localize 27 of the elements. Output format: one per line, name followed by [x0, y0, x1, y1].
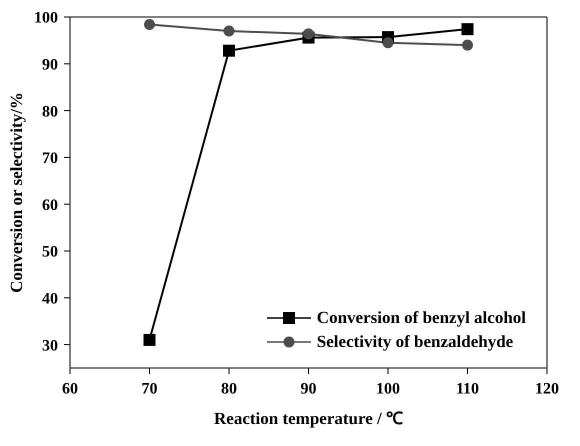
x-tick-label: 60 — [62, 380, 78, 398]
y-tick-label: 30 — [42, 337, 58, 354]
y-tick-label: 70 — [42, 150, 58, 168]
x-axis-title: Reaction temperature / ℃ — [214, 409, 403, 428]
point — [303, 28, 314, 40]
legend-label: Selectivity of benzaldehyde — [316, 332, 514, 352]
x-tick-label: 80 — [221, 380, 237, 398]
point — [224, 26, 234, 37]
y-tick-label: 100 — [34, 10, 58, 27]
point — [382, 37, 394, 48]
y-tick-label: 50 — [42, 244, 58, 261]
x-tick-label: 120 — [535, 380, 559, 398]
y-axis-title: Conversion or selectivity/% — [7, 92, 26, 293]
point — [462, 23, 474, 36]
y-tick-label: 80 — [42, 103, 58, 120]
y-tick-label: 40 — [42, 290, 58, 308]
point — [144, 18, 155, 30]
legend-label: Conversion of benzyl alcohol — [316, 308, 526, 328]
x-tick-label: 110 — [456, 380, 480, 398]
x-tick-label: 90 — [300, 380, 316, 398]
x-tick-label: 70 — [142, 380, 158, 398]
point — [462, 40, 473, 51]
y-tick-label: 60 — [42, 196, 58, 214]
x-tick-label: 100 — [376, 380, 400, 398]
point — [144, 334, 156, 346]
point — [223, 44, 235, 57]
y-tick-label: 90 — [42, 56, 58, 74]
